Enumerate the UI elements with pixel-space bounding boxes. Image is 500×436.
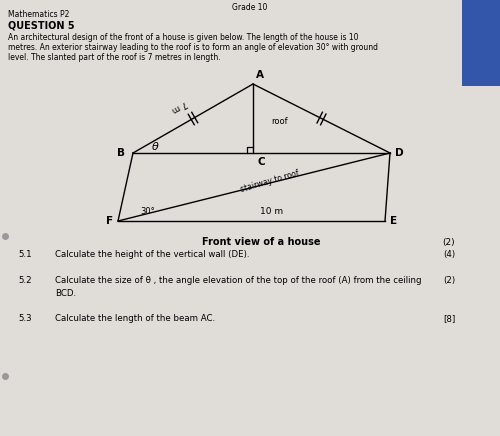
Text: roof: roof bbox=[271, 116, 287, 126]
Text: 5.1: 5.1 bbox=[18, 250, 32, 259]
Text: (2): (2) bbox=[442, 238, 455, 247]
Text: Calculate the size of θ , the angle elevation of the top of the roof (A) from th: Calculate the size of θ , the angle elev… bbox=[55, 276, 422, 285]
Text: Calculate the height of the vertical wall (DE).: Calculate the height of the vertical wal… bbox=[55, 250, 250, 259]
Text: (4): (4) bbox=[443, 250, 455, 259]
Text: level. The slanted part of the roof is 7 metres in length.: level. The slanted part of the roof is 7… bbox=[8, 53, 220, 62]
FancyBboxPatch shape bbox=[462, 0, 500, 86]
Text: 5.3: 5.3 bbox=[18, 314, 32, 323]
Text: An architectural design of the front of a house is given below. The length of th: An architectural design of the front of … bbox=[8, 33, 358, 42]
Text: BCD.: BCD. bbox=[55, 289, 76, 298]
Text: E: E bbox=[390, 216, 397, 226]
Text: θ: θ bbox=[152, 142, 158, 152]
Text: 5.2: 5.2 bbox=[18, 276, 32, 285]
Text: D: D bbox=[395, 148, 404, 158]
Text: Mathematics P2: Mathematics P2 bbox=[8, 10, 70, 19]
Text: QUESTION 5: QUESTION 5 bbox=[8, 21, 74, 31]
Text: metres. An exterior stairway leading to the roof is to form an angle of elevatio: metres. An exterior stairway leading to … bbox=[8, 43, 378, 52]
Text: (2): (2) bbox=[443, 276, 455, 285]
Text: 30°: 30° bbox=[140, 207, 155, 216]
Text: F: F bbox=[106, 216, 113, 226]
Text: C: C bbox=[257, 157, 264, 167]
Text: B: B bbox=[117, 148, 125, 158]
Text: A: A bbox=[256, 70, 264, 80]
Text: Calculate the length of the beam AC.: Calculate the length of the beam AC. bbox=[55, 314, 215, 323]
Text: [8]: [8] bbox=[443, 314, 455, 323]
Text: 7 m: 7 m bbox=[170, 99, 188, 115]
Text: stairway to roof: stairway to roof bbox=[240, 168, 300, 194]
Text: Front view of a house: Front view of a house bbox=[202, 237, 321, 247]
Text: 10 m: 10 m bbox=[260, 207, 283, 216]
Text: Grade 10: Grade 10 bbox=[232, 3, 268, 12]
